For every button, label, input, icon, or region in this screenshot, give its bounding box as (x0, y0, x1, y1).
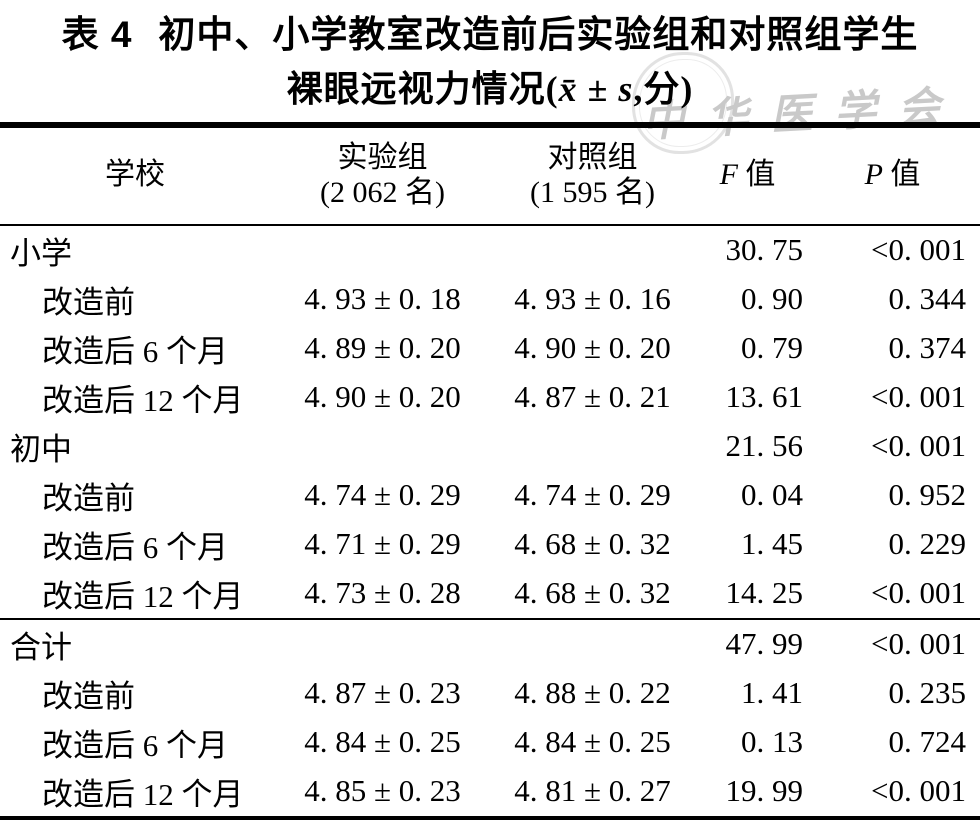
cell-control-value: 4. 74 ± 0. 29 (514, 477, 671, 513)
cell-experimental-value: 4. 74 ± 0. 29 (304, 477, 461, 513)
header-ctrl-n: (1 595 名) (530, 175, 655, 209)
table-row: 改造后 12 个月 4. 90 ± 0. 20 4. 87 ± 0. 21 13. 6… (0, 373, 980, 422)
table-caption-text: 初中、小学教室改造前后实验组和对照组学生 (158, 15, 919, 56)
cell-control-value (495, 617, 690, 669)
cell-school-label: 改造前 (42, 284, 135, 320)
header-exp-name: 实验组 (337, 141, 428, 175)
table-row: 合计 47. 99 <0. 001 (0, 617, 980, 669)
cell-f-value: 13. 61 (725, 379, 804, 415)
f-letter: F (719, 158, 738, 192)
cell-school-label: 改造前 (42, 480, 135, 516)
cell-f-value: 47. 99 (690, 617, 805, 669)
table-header: 学校 实验组 (2 062 名) 对照组 (1 595 名) F 值 P 值 (0, 124, 980, 226)
cell-control-value: 4. 84 ± 0. 25 (514, 724, 671, 760)
cell-f-value: 19. 99 (725, 773, 804, 809)
table-row: 改造后 6 个月 4. 84 ± 0. 25 4. 84 ± 0. 25 0. 13 0… (0, 718, 980, 767)
cell-control-value: 4. 68 ± 0. 32 (514, 526, 671, 562)
cell-p-value: 0. 229 (888, 526, 967, 562)
cell-f-value: 30. 75 (725, 232, 804, 268)
cell-school-label: 改造后 12 个月 (42, 578, 244, 614)
cell-p-value: <0. 001 (805, 617, 980, 669)
cell-f-value: 0. 90 (741, 281, 803, 317)
table-body: 小学 30. 75 <0. 001 改造前 4. 93 ± 0. 18 4. 93 ± 0… (0, 225, 980, 818)
xbar-symbol: x̄ (558, 68, 578, 109)
cell-p-value: 0. 724 (888, 724, 967, 760)
cell-f-value: 14. 25 (725, 575, 804, 611)
table-row: 初中 21. 56 <0. 001 (0, 422, 980, 471)
cell-f-value: 21. 56 (725, 428, 804, 464)
cell-school-label: 改造后 12 个月 (42, 776, 244, 812)
cell-school-label: 改造后 6 个月 (42, 727, 228, 763)
cell-experimental-value: 4. 87 ± 0. 23 (304, 675, 461, 711)
cell-control-value: 4. 90 ± 0. 20 (514, 330, 671, 366)
cell-school-label: 初中 (10, 431, 72, 467)
cell-control-value: 4. 93 ± 0. 16 (514, 281, 671, 317)
cell-experimental-value (270, 225, 495, 275)
table-row: 改造前 4. 74 ± 0. 29 4. 74 ± 0. 29 0. 04 0. 952 (0, 471, 980, 520)
header-experimental-group: 实验组 (2 062 名) (270, 124, 495, 226)
table-row: 改造前 4. 93 ± 0. 18 4. 93 ± 0. 16 0. 90 0. 344 (0, 275, 980, 324)
cell-p-value: <0. 001 (871, 575, 966, 611)
cell-control-value: 4. 88 ± 0. 22 (514, 675, 671, 711)
plus-minus-symbol: ± (577, 68, 619, 109)
cell-f-value: 0. 79 (741, 330, 803, 366)
table-caption-line2: 裸眼远视力情况(x̄ ± s,分) (0, 65, 980, 114)
cell-f-value: 1. 45 (741, 526, 803, 562)
header-exp-n: (2 062 名) (320, 175, 445, 209)
cell-p-value: <0. 001 (871, 379, 966, 415)
cell-f-value: 1. 41 (741, 675, 803, 711)
cell-f-value: 0. 13 (741, 724, 803, 760)
caption-line2-suffix: ,分) (633, 68, 694, 109)
statistics-table: 学校 实验组 (2 062 名) 对照组 (1 595 名) F 值 P 值 小… (0, 121, 980, 820)
p-rest: 值 (882, 158, 921, 192)
header-school: 学校 (0, 124, 270, 226)
table-row: 改造后 6 个月 4. 89 ± 0. 20 4. 90 ± 0. 20 0. 79 0… (0, 324, 980, 373)
table-row: 改造后 12 个月 4. 73 ± 0. 28 4. 68 ± 0. 32 14. 2… (0, 569, 980, 619)
header-ctrl-name: 对照组 (547, 141, 638, 175)
table-caption: 表 4 初中、小学教室改造前后实验组和对照组学生 裸眼远视力情况(x̄ ± s,分… (0, 0, 980, 114)
header-f-value: F 值 (690, 124, 805, 226)
cell-control-value: 4. 68 ± 0. 32 (514, 575, 671, 611)
cell-experimental-value (270, 617, 495, 669)
table-row: 改造后 12 个月 4. 85 ± 0. 23 4. 81 ± 0. 27 19. 9… (0, 767, 980, 818)
cell-p-value: <0. 001 (871, 428, 966, 464)
table-number-label: 表 4 (61, 14, 133, 55)
cell-school-label: 合计 (0, 617, 270, 669)
cell-p-value: <0. 001 (871, 773, 966, 809)
table-caption-line1: 表 4 初中、小学教室改造前后实验组和对照组学生 (0, 10, 980, 61)
table-row: 改造后 6 个月 4. 71 ± 0. 29 4. 68 ± 0. 32 1. 45 0… (0, 520, 980, 569)
cell-p-value: 0. 235 (888, 675, 967, 711)
header-p-value: P 值 (805, 124, 980, 226)
cell-experimental-value: 4. 71 ± 0. 29 (304, 526, 461, 562)
cell-experimental-value: 4. 89 ± 0. 20 (304, 330, 461, 366)
cell-f-value: 0. 04 (741, 477, 803, 513)
cell-control-value: 4. 81 ± 0. 27 (514, 773, 671, 809)
table-row: 小学 30. 75 <0. 001 (0, 225, 980, 275)
cell-control-value (495, 225, 690, 275)
cell-school-label: 改造后 6 个月 (42, 529, 228, 565)
header-control-group: 对照组 (1 595 名) (495, 124, 690, 226)
cell-school-label: 改造后 6 个月 (42, 333, 228, 369)
s-symbol: s (618, 68, 634, 109)
cell-p-value: <0. 001 (871, 232, 966, 268)
cell-school-label: 改造前 (42, 678, 135, 714)
cell-p-value: 0. 344 (888, 281, 967, 317)
cell-control-value (495, 422, 690, 471)
p-letter: P (864, 158, 883, 192)
table-row: 改造前 4. 87 ± 0. 23 4. 88 ± 0. 22 1. 41 0. 235 (0, 669, 980, 718)
cell-experimental-value: 4. 93 ± 0. 18 (304, 281, 461, 317)
cell-p-value: 0. 952 (888, 477, 967, 513)
cell-school-label: 改造后 12 个月 (42, 382, 244, 418)
cell-experimental-value: 4. 85 ± 0. 23 (304, 773, 461, 809)
cell-experimental-value: 4. 84 ± 0. 25 (304, 724, 461, 760)
cell-experimental-value: 4. 90 ± 0. 20 (304, 379, 461, 415)
cell-school-label: 小学 (10, 235, 72, 271)
f-rest: 值 (737, 158, 776, 192)
cell-p-value: 0. 374 (888, 330, 967, 366)
cell-control-value: 4. 87 ± 0. 21 (514, 379, 671, 415)
cell-experimental-value (270, 422, 495, 471)
caption-line2-prefix: 裸眼远视力情况( (286, 68, 559, 109)
cell-experimental-value: 4. 73 ± 0. 28 (304, 575, 461, 611)
